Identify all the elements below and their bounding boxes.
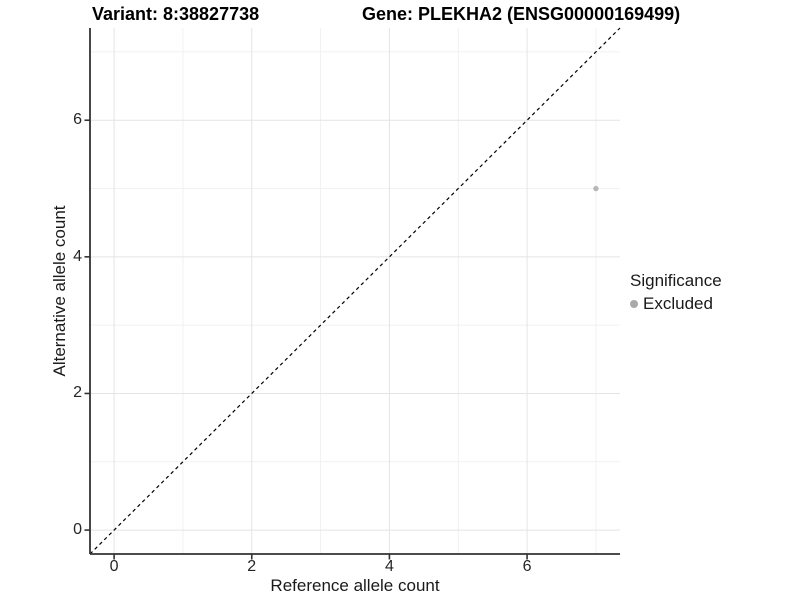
- y-tick-label: 6: [73, 111, 82, 129]
- x-axis-title: Reference allele count: [270, 576, 440, 595]
- data-point: [593, 185, 599, 192]
- legend-key-dot-icon: [630, 300, 638, 308]
- y-tick-label: 4: [73, 247, 82, 265]
- plot-title-variant: Variant: 8:38827738: [92, 4, 260, 24]
- x-tick-label: 2: [247, 558, 257, 575]
- identity-reference-line: [89, 27, 621, 555]
- x-tick-label: 4: [384, 558, 394, 575]
- x-tick-label: 6: [522, 558, 532, 575]
- legend-item-excluded: Excluded: [630, 294, 722, 314]
- legend: Significance Excluded: [630, 271, 722, 314]
- legend-title: Significance: [630, 271, 722, 290]
- x-tick-label: 0: [109, 558, 119, 575]
- y-tick-label: 0: [73, 521, 82, 539]
- y-axis-title: Alternative allele count: [50, 205, 69, 377]
- y-tick-label: 2: [73, 384, 82, 402]
- legend-item-label: Excluded: [643, 294, 713, 313]
- plot-title-gene: Gene: PLEKHA2 (ENSG00000169499): [362, 4, 681, 24]
